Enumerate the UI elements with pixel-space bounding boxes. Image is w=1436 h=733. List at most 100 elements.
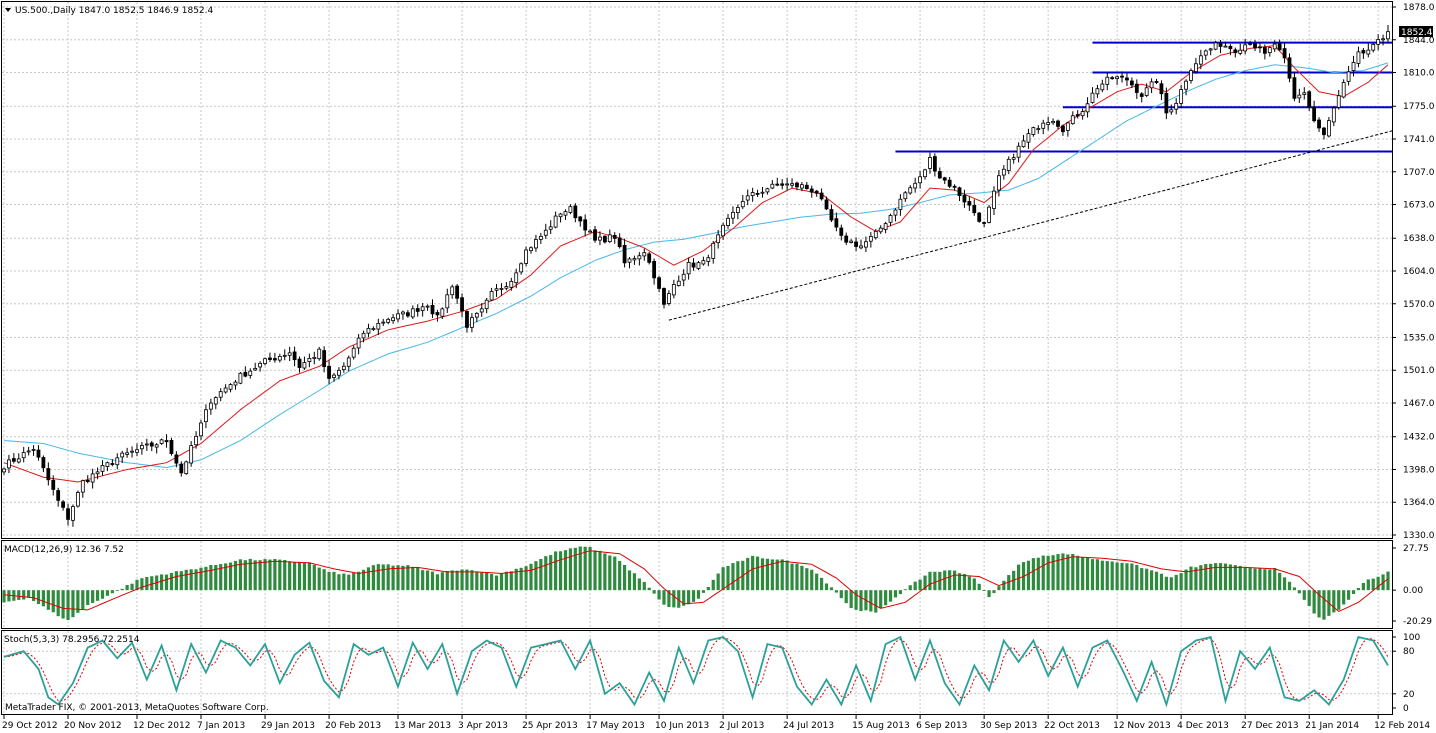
candle-body bbox=[430, 305, 435, 315]
candle-body bbox=[553, 215, 558, 228]
macd-histogram-bar bbox=[1273, 568, 1277, 591]
macd-histogram-bar bbox=[36, 590, 41, 605]
macd-histogram-bar bbox=[1346, 590, 1351, 600]
macd-histogram-bar bbox=[529, 563, 533, 591]
candle-body bbox=[647, 253, 652, 263]
stoch-y-tick-label: 0 bbox=[1403, 704, 1409, 714]
candle-body bbox=[538, 235, 543, 240]
macd-histogram-bar bbox=[41, 590, 46, 607]
candle-body bbox=[179, 463, 184, 474]
macd-histogram-bar bbox=[938, 571, 942, 591]
candle-body bbox=[558, 213, 563, 218]
macd-histogram-bar bbox=[800, 565, 804, 591]
macd-histogram-bar bbox=[1046, 555, 1050, 591]
macd-histogram-bar bbox=[1292, 587, 1297, 591]
x-tick-label: 29 Jan 2013 bbox=[261, 721, 315, 731]
candle-body bbox=[189, 445, 194, 464]
candle-body bbox=[1031, 127, 1036, 135]
macd-histogram-bar bbox=[721, 567, 725, 591]
macd-histogram-bar bbox=[199, 567, 203, 591]
macd-histogram-bar bbox=[1278, 572, 1282, 591]
macd-histogram-bar bbox=[578, 546, 582, 591]
macd-histogram-bar bbox=[711, 579, 715, 591]
macd-histogram-bar bbox=[56, 590, 60, 617]
macd-histogram-bar bbox=[613, 556, 617, 591]
candle-body bbox=[1322, 127, 1326, 136]
macd-group bbox=[2, 546, 1390, 621]
macd-histogram-bar bbox=[1159, 573, 1164, 591]
candle-body bbox=[1095, 88, 1100, 95]
candle-body bbox=[1105, 76, 1110, 85]
candle-body bbox=[711, 242, 716, 259]
macd-histogram-bar bbox=[716, 573, 720, 591]
candle-body bbox=[1100, 83, 1105, 91]
macd-histogram-bar bbox=[204, 566, 208, 591]
y-tick-label: 1638.0 bbox=[1403, 234, 1435, 244]
macd-histogram-bar bbox=[1135, 564, 1139, 591]
macd-histogram-bar bbox=[327, 571, 331, 591]
macd-histogram-bar bbox=[1110, 561, 1114, 591]
macd-histogram-bar bbox=[1081, 557, 1085, 591]
macd-histogram-bar bbox=[160, 574, 164, 591]
macd-histogram-bar bbox=[440, 572, 444, 591]
macd-histogram-bar bbox=[7, 590, 11, 602]
macd-histogram-bar bbox=[844, 590, 848, 604]
candle-body bbox=[809, 188, 814, 193]
macd-histogram-bar bbox=[416, 567, 420, 591]
x-tick-label: 22 Oct 2013 bbox=[1044, 721, 1100, 731]
candle-body bbox=[130, 450, 134, 453]
candle-body bbox=[883, 223, 888, 230]
macd-histogram-bar bbox=[278, 559, 282, 591]
macd-histogram-bar bbox=[430, 571, 435, 591]
macd-histogram-bar bbox=[1105, 561, 1109, 591]
macd-histogram-bar bbox=[110, 590, 114, 594]
macd-histogram-bar bbox=[903, 589, 907, 591]
candle-body bbox=[864, 241, 868, 248]
macd-histogram-bar bbox=[795, 563, 799, 591]
macd-histogram-bar bbox=[396, 565, 400, 591]
candle-body bbox=[765, 188, 770, 193]
moving-averages bbox=[3, 44, 1389, 483]
macd-histogram-bar bbox=[859, 590, 863, 612]
stoch-y-tick-label: 20 bbox=[1403, 690, 1415, 700]
x-tick-label: 10 Jun 2013 bbox=[655, 721, 709, 731]
macd-histogram-bar bbox=[736, 561, 740, 591]
candle-body bbox=[1361, 50, 1366, 54]
current-price-tag bbox=[1399, 26, 1433, 37]
macd-histogram-bar bbox=[588, 547, 592, 591]
stoch-y-tick-label: 100 bbox=[1403, 633, 1420, 643]
candle-body bbox=[1061, 125, 1065, 133]
macd-histogram-bar bbox=[401, 565, 405, 591]
candle-body bbox=[120, 452, 125, 458]
macd-histogram-bar bbox=[583, 546, 587, 591]
macd-histogram-bar bbox=[273, 558, 277, 591]
macd-histogram-bar bbox=[386, 564, 390, 591]
candle-body bbox=[548, 226, 553, 230]
candle-body bbox=[208, 402, 213, 410]
macd-histogram-bar bbox=[1090, 559, 1095, 591]
macd-histogram-bar bbox=[120, 588, 124, 591]
macd-histogram-bar bbox=[967, 576, 971, 591]
candle-body bbox=[460, 297, 464, 312]
macd-histogram-bar bbox=[687, 590, 691, 605]
candle-body bbox=[1149, 81, 1154, 89]
macd-histogram-bar bbox=[849, 590, 853, 609]
x-axis: 29 Oct 2012 20 Nov 2012 12 Dec 2012 7 Jan 2… bbox=[2, 715, 1430, 731]
macd-histogram-bar bbox=[524, 566, 528, 591]
macd-histogram-bar bbox=[2, 590, 6, 603]
stoch-y-tick-label: 80 bbox=[1403, 647, 1415, 657]
macd-histogram-bar bbox=[391, 565, 395, 591]
candle-body bbox=[56, 490, 61, 501]
candle-body bbox=[184, 461, 189, 475]
candle-body bbox=[332, 374, 336, 378]
macd-histogram-bar bbox=[509, 571, 513, 591]
macd-histogram-bar bbox=[632, 573, 637, 591]
candle-body bbox=[2, 468, 6, 473]
candle-body bbox=[1154, 81, 1159, 83]
candle-body bbox=[1371, 43, 1376, 51]
macd-histogram-bar bbox=[1317, 590, 1321, 618]
candle-body bbox=[125, 452, 130, 455]
macd-histogram-bar bbox=[1002, 580, 1006, 591]
candle-body bbox=[932, 156, 937, 172]
chart-menu-triangle-icon[interactable] bbox=[5, 8, 11, 12]
